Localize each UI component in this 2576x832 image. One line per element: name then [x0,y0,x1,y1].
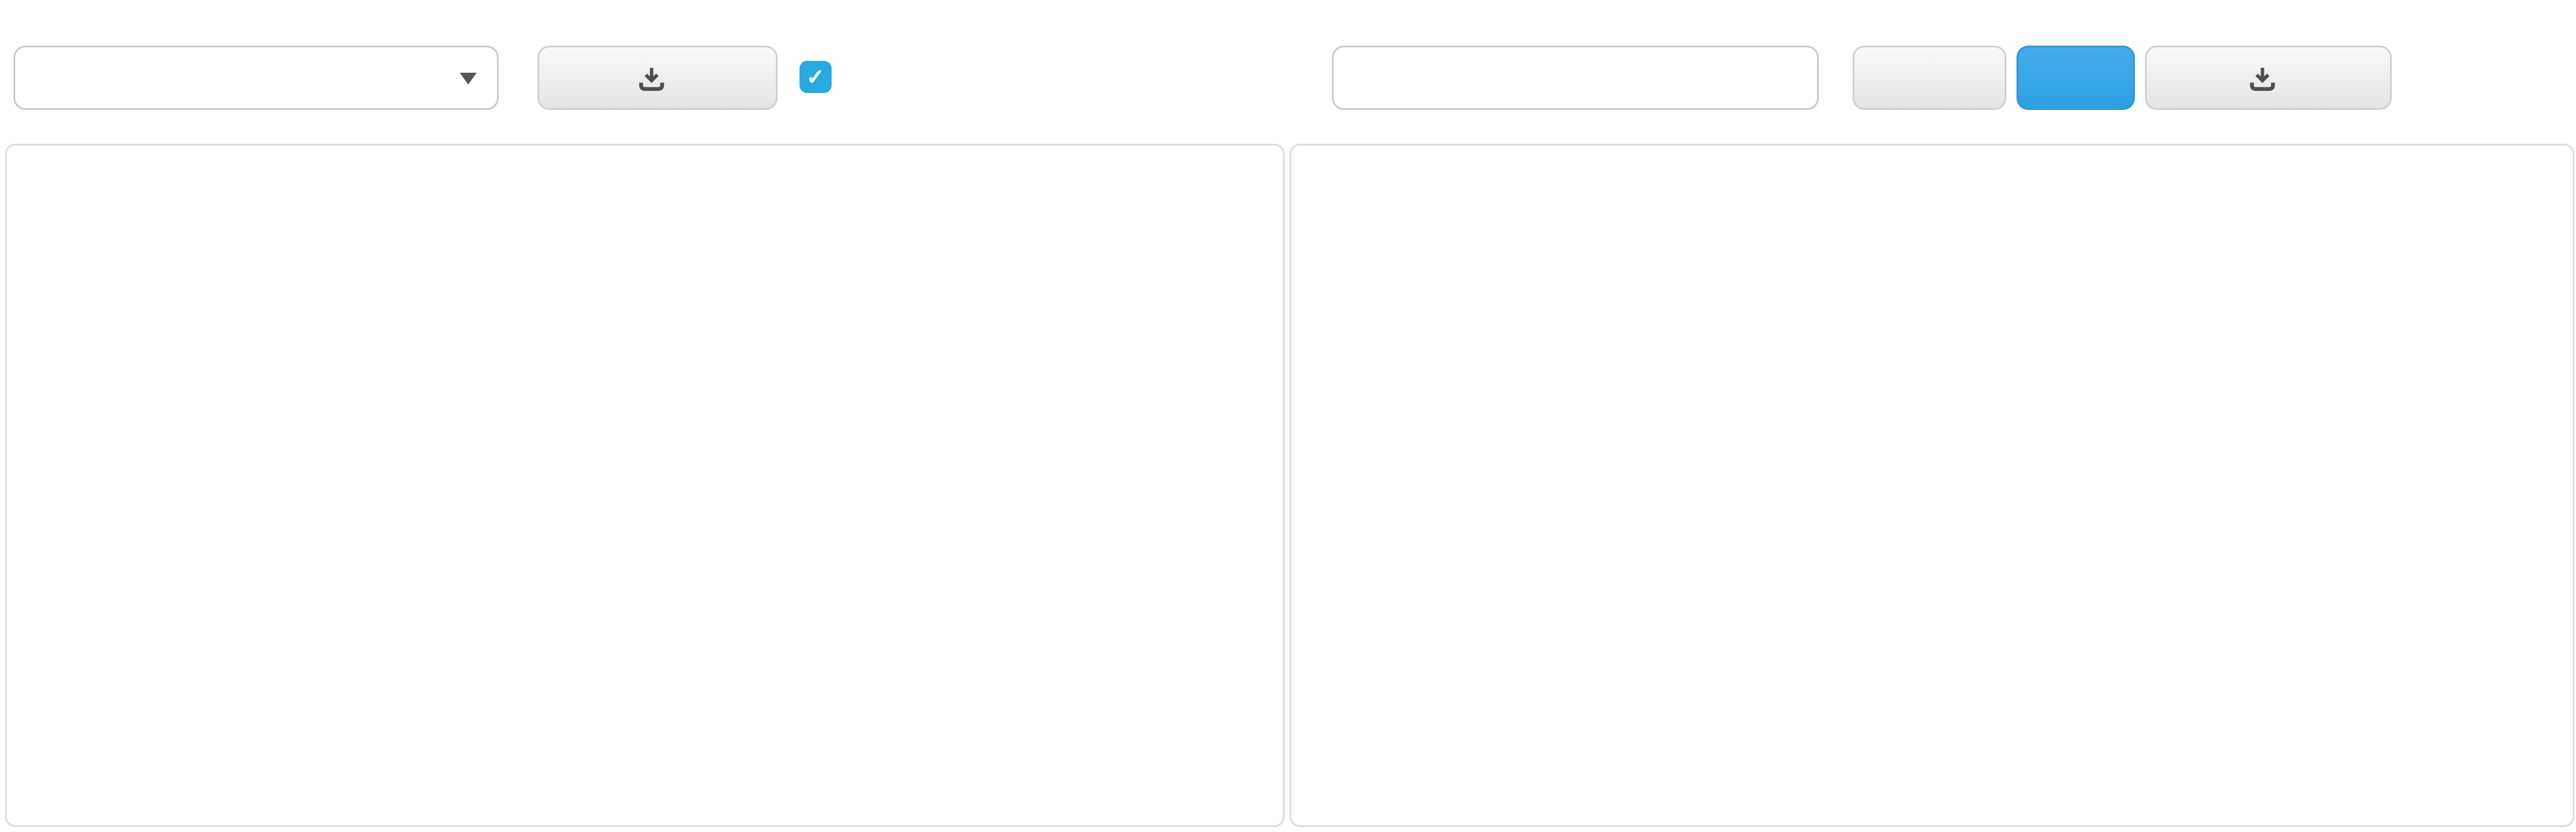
spectrum-dropdown[interactable] [14,46,499,110]
checkbox-checked-icon[interactable] [800,61,832,93]
chevron-down-icon [460,72,477,84]
download-icon [639,67,664,90]
show-baseline-toggle[interactable] [800,61,843,93]
download-icon [2250,67,2275,90]
left-chart-card [5,144,1285,827]
processing-chain-input[interactable] [1332,46,1819,110]
process-button[interactable] [2017,46,2135,110]
construct-button[interactable] [1853,46,2006,110]
download-csv-button-left[interactable] [538,46,778,110]
download-csv-button-right[interactable] [2145,46,2392,110]
right-chart-card [1290,144,2574,827]
